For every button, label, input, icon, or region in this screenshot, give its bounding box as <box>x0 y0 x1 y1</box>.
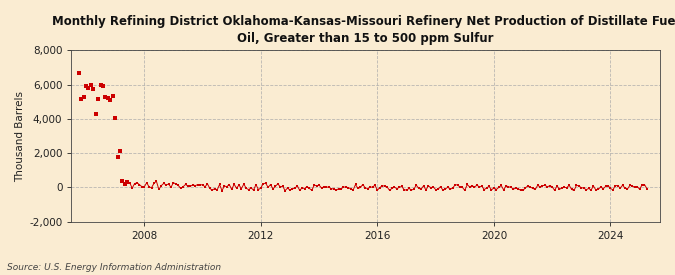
Point <box>92 97 103 101</box>
Y-axis label: Thousand Barrels: Thousand Barrels <box>15 90 25 182</box>
Point <box>119 182 130 186</box>
Point <box>122 180 133 185</box>
Point <box>88 87 99 91</box>
Point <box>95 82 106 87</box>
Point <box>100 95 111 100</box>
Point <box>80 84 91 89</box>
Point <box>105 98 115 102</box>
Point <box>76 97 86 101</box>
Point <box>112 155 123 160</box>
Point <box>115 149 126 154</box>
Point <box>117 179 128 184</box>
Point <box>107 94 118 98</box>
Text: Source: U.S. Energy Information Administration: Source: U.S. Energy Information Administ… <box>7 263 221 272</box>
Point <box>78 95 89 100</box>
Point <box>83 86 94 90</box>
Point <box>98 84 109 89</box>
Point <box>74 71 84 76</box>
Point <box>103 96 113 101</box>
Point <box>86 82 97 87</box>
Point <box>90 112 101 116</box>
Point <box>110 116 121 120</box>
Title: Monthly Refining District Oklahoma-Kansas-Missouri Refinery Net Production of Di: Monthly Refining District Oklahoma-Kansa… <box>52 15 675 45</box>
